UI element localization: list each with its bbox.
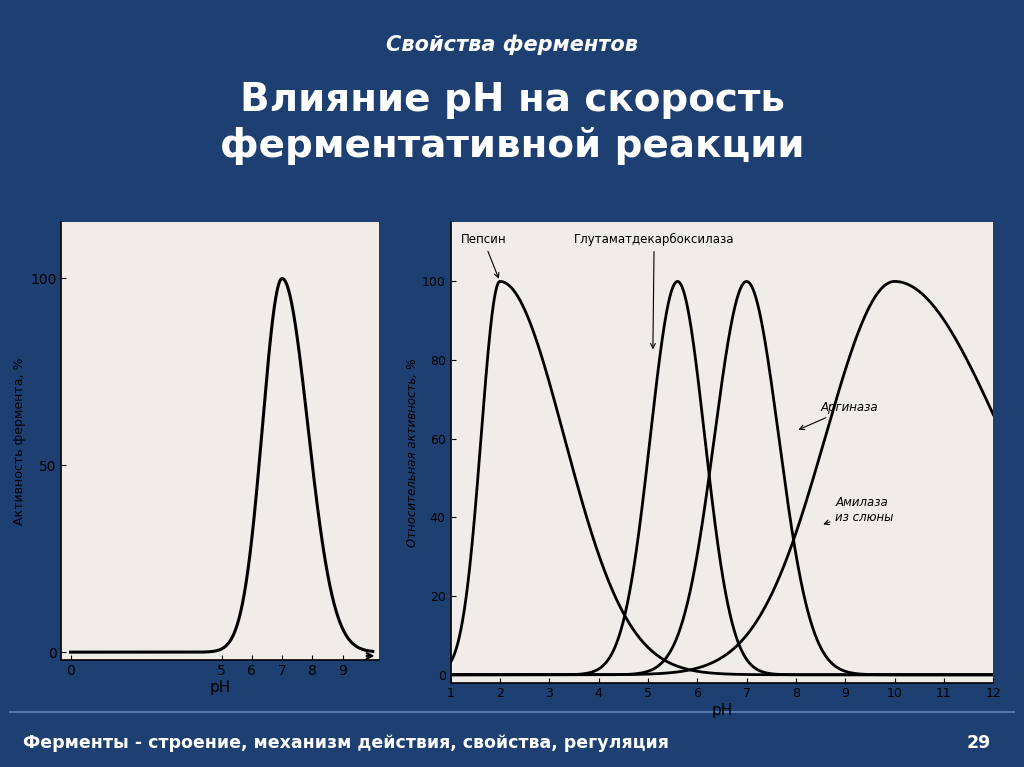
Text: Аргиназа: Аргиназа <box>800 401 879 430</box>
X-axis label: pH: pH <box>210 680 230 695</box>
Y-axis label: Активность фермента, %: Активность фермента, % <box>13 357 26 525</box>
Text: ферментативной реакции: ферментативной реакции <box>220 127 804 165</box>
X-axis label: pH: pH <box>712 703 732 718</box>
Text: Пепсин: Пепсин <box>461 233 506 278</box>
Text: Ферменты - строение, механизм действия, свойства, регуляция: Ферменты - строение, механизм действия, … <box>23 734 669 752</box>
Text: Глутаматдекарбоксилаза: Глутаматдекарбоксилаза <box>573 233 734 348</box>
Y-axis label: Относительная активность, %: Относительная активность, % <box>407 358 419 547</box>
Text: Влияние pH на скорость: Влияние pH на скорость <box>240 81 784 119</box>
Text: Амилаза
из слюны: Амилаза из слюны <box>824 495 894 525</box>
Text: Свойства ферментов: Свойства ферментов <box>386 35 638 55</box>
Text: 29: 29 <box>967 734 991 752</box>
